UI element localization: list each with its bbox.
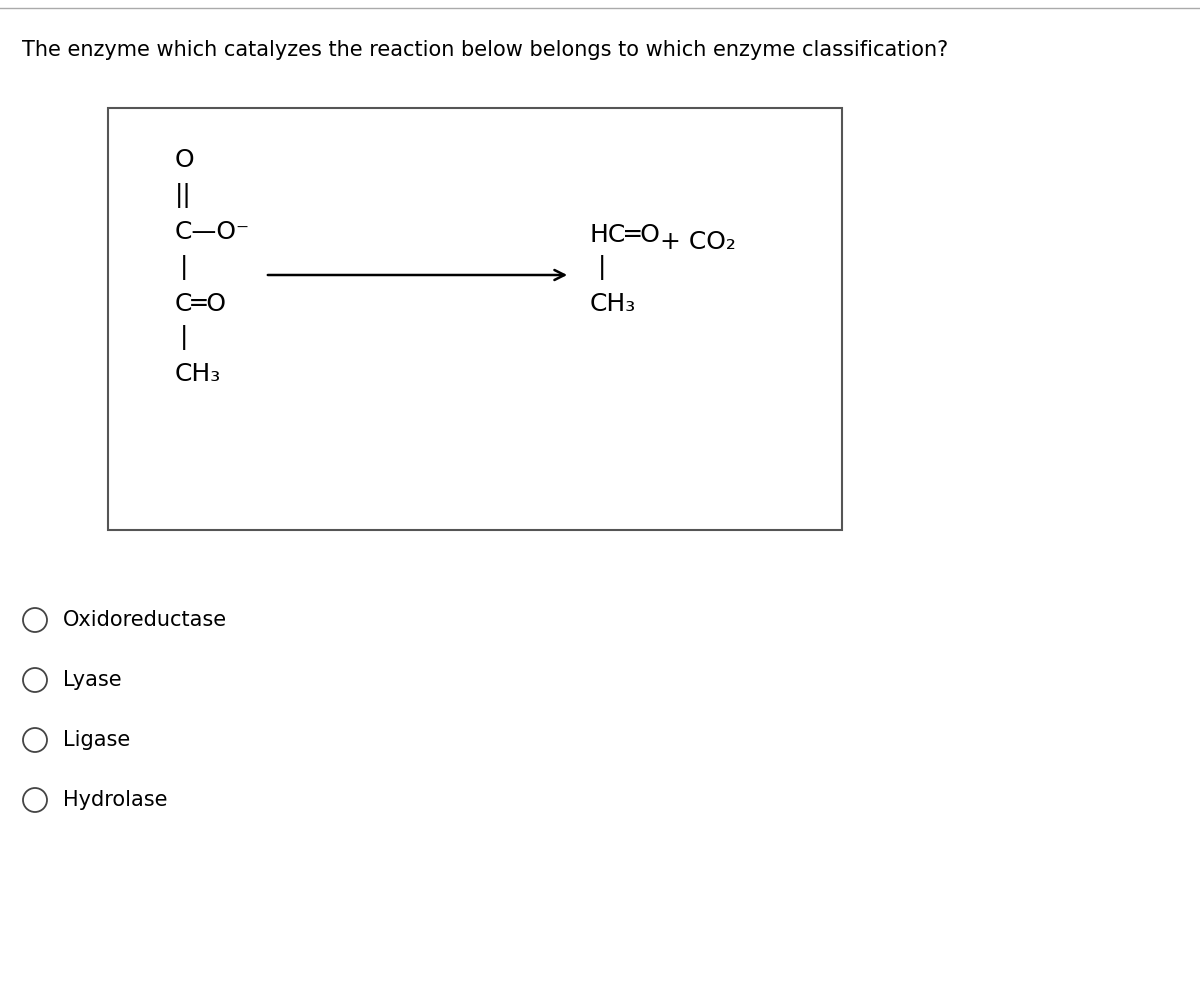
Text: CH₃: CH₃ (590, 292, 636, 316)
Text: Lyase: Lyase (64, 670, 121, 690)
Circle shape (23, 668, 47, 692)
Text: |: | (180, 325, 188, 350)
Text: Hydrolase: Hydrolase (64, 790, 168, 810)
Circle shape (23, 788, 47, 812)
Text: C═O: C═O (175, 292, 227, 316)
Text: O: O (175, 148, 194, 172)
Text: + CO₂: + CO₂ (660, 230, 736, 254)
Text: Ligase: Ligase (64, 730, 131, 750)
Text: |: | (180, 255, 188, 280)
Circle shape (23, 608, 47, 632)
Circle shape (23, 728, 47, 752)
Text: The enzyme which catalyzes the reaction below belongs to which enzyme classifica: The enzyme which catalyzes the reaction … (22, 40, 948, 60)
Text: HC═O: HC═O (590, 223, 661, 247)
Text: ||: || (175, 183, 192, 208)
Text: CH₃: CH₃ (175, 362, 221, 386)
Text: Oxidoreductase: Oxidoreductase (64, 610, 227, 630)
Bar (108, 108, 842, 530)
Text: |: | (598, 255, 606, 280)
Text: C—O⁻: C—O⁻ (175, 220, 250, 244)
